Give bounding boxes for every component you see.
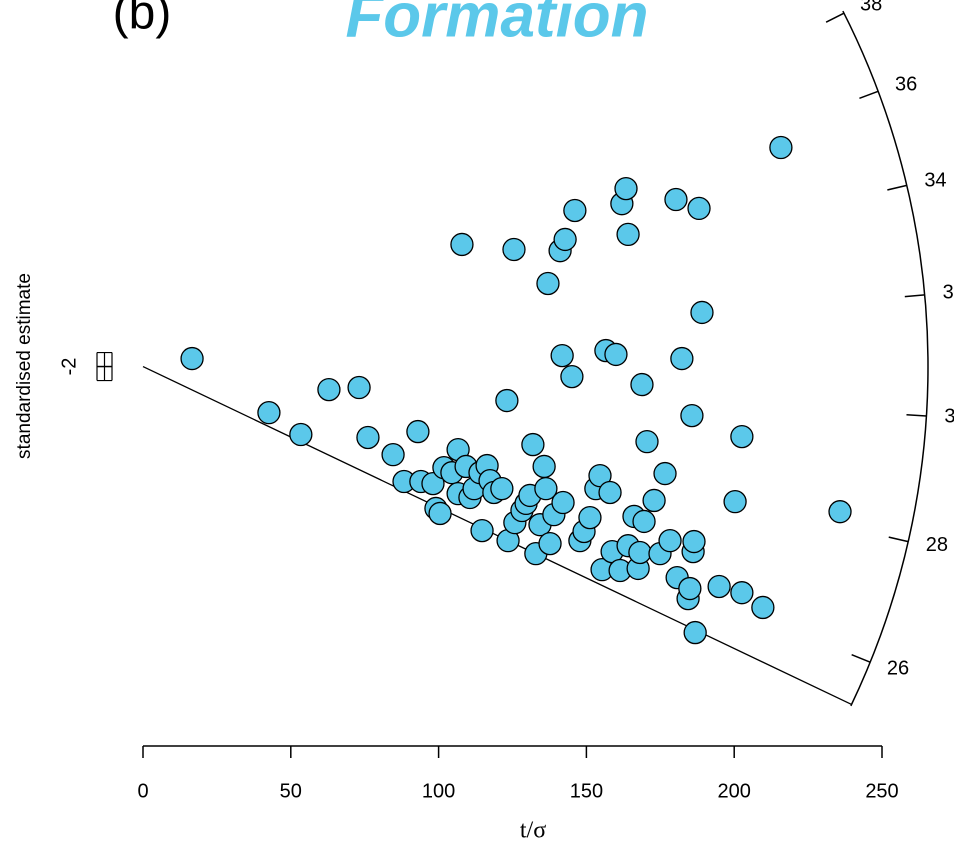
x-tick-label: 0 xyxy=(137,780,148,802)
point xyxy=(683,620,707,645)
point xyxy=(670,346,694,371)
point xyxy=(730,581,754,605)
point xyxy=(381,442,405,467)
radial-tick xyxy=(888,536,909,543)
point xyxy=(642,488,666,513)
point xyxy=(632,509,656,534)
point xyxy=(553,227,577,252)
point xyxy=(257,401,281,425)
radial-tick xyxy=(859,90,879,100)
point xyxy=(406,419,430,444)
point xyxy=(550,343,574,368)
radial-tick-label: 28 xyxy=(926,534,948,556)
x-tick-label: 100 xyxy=(422,780,455,802)
radial-tick xyxy=(851,653,871,663)
point xyxy=(664,187,688,212)
radial-tick-label: 32 xyxy=(943,281,954,303)
point xyxy=(723,489,747,514)
radial-tick xyxy=(904,294,925,298)
point xyxy=(658,529,682,553)
point xyxy=(616,222,640,247)
point xyxy=(653,461,677,486)
point xyxy=(536,271,560,296)
point xyxy=(682,529,706,554)
radial-tick-label: 34 xyxy=(924,169,946,191)
x-axis-label: t/σ xyxy=(520,818,546,844)
point xyxy=(604,342,628,367)
point xyxy=(470,518,494,543)
point xyxy=(534,476,558,501)
radial-tick xyxy=(825,12,845,23)
radial-tick-label: 38 xyxy=(860,0,882,15)
point xyxy=(551,490,575,515)
point xyxy=(560,364,584,389)
point xyxy=(538,531,562,556)
radial-tick-label: 36 xyxy=(895,73,917,95)
y-bracket xyxy=(96,351,113,382)
point xyxy=(180,346,204,371)
radial-tick xyxy=(906,414,927,417)
point xyxy=(690,300,714,325)
point xyxy=(628,540,652,565)
point xyxy=(598,480,622,505)
point xyxy=(532,454,556,479)
point xyxy=(678,576,702,601)
point xyxy=(730,424,754,449)
x-tick-label: 250 xyxy=(865,780,898,802)
point xyxy=(635,429,659,454)
radial-tick xyxy=(887,184,907,191)
point xyxy=(680,403,704,428)
point xyxy=(490,476,514,501)
panel-label: (b) xyxy=(113,0,172,40)
point xyxy=(495,388,519,413)
radial-arc xyxy=(842,10,929,707)
radial-tick-label: 30 xyxy=(944,405,954,427)
point xyxy=(356,425,380,450)
point xyxy=(630,372,654,397)
point xyxy=(428,501,452,526)
point xyxy=(769,135,793,160)
point xyxy=(828,500,852,524)
point xyxy=(614,176,638,201)
point xyxy=(578,505,602,530)
reference-line xyxy=(142,365,852,706)
point xyxy=(347,375,371,400)
point xyxy=(687,196,711,221)
point xyxy=(289,422,313,447)
point xyxy=(521,432,545,457)
point xyxy=(502,237,526,262)
y-axis-label: standardised estimate xyxy=(14,273,35,459)
point xyxy=(450,232,474,257)
y-tick-label: -2 xyxy=(58,358,80,376)
chart-title: Formation xyxy=(345,0,648,50)
x-tick-label: 200 xyxy=(718,780,751,802)
point xyxy=(563,198,587,223)
point xyxy=(421,471,445,496)
point xyxy=(751,595,775,620)
point xyxy=(707,574,731,599)
x-tick-label: 50 xyxy=(280,780,302,802)
point xyxy=(317,377,341,402)
x-tick-label: 150 xyxy=(570,780,603,802)
radial-tick-label: 26 xyxy=(887,657,909,679)
